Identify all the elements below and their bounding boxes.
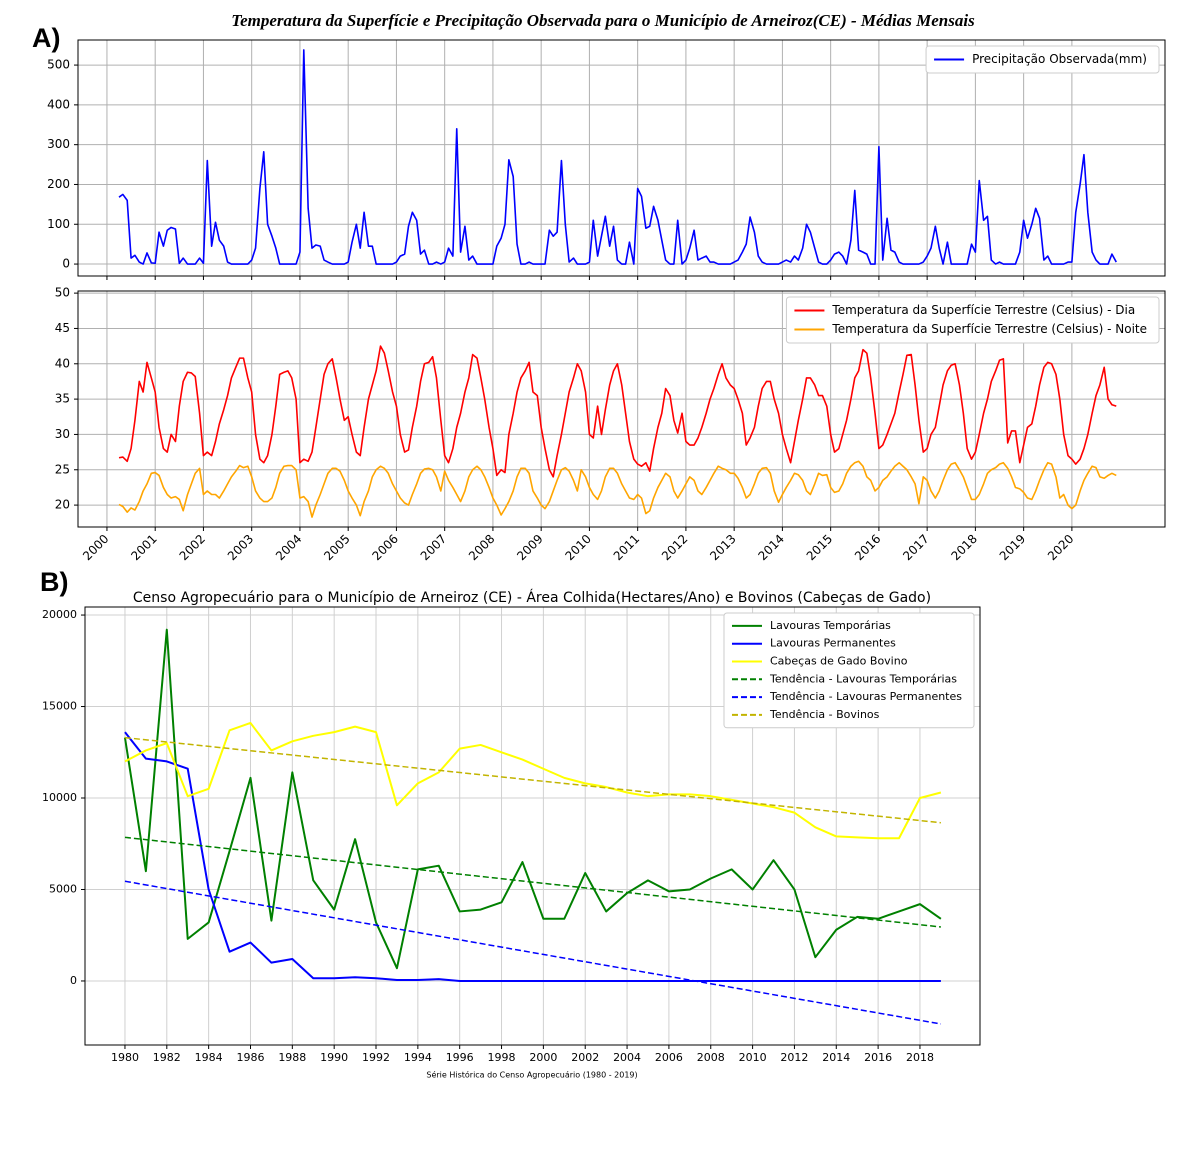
x-tick-label: 2012 — [780, 1051, 808, 1064]
x-tick-label: 1986 — [236, 1051, 264, 1064]
legend-label: Tendência - Bovinos — [769, 708, 880, 721]
series-line — [124, 731, 941, 982]
series-line — [118, 345, 1117, 478]
series-line — [124, 721, 942, 840]
plot-frame — [77, 290, 1166, 528]
series-line — [123, 628, 942, 970]
legend-label: Tendência - Lavouras Permanentes — [769, 690, 962, 703]
series-line — [124, 880, 942, 1025]
legend-label: Cabeças de Gado Bovino — [770, 655, 908, 668]
chart-title: Censo Agropecuário para o Município de A… — [133, 589, 931, 606]
x-tick-label: 2016 — [864, 1051, 892, 1064]
y-tick-label: 100 — [47, 217, 70, 231]
legend-label: Lavouras Temporárias — [770, 619, 891, 632]
x-axis-label: Série Histórica do Censo Agropecuário (1… — [426, 1070, 637, 1080]
y-tick-label: 20 — [55, 498, 70, 512]
legend-label: Temperatura da Superfície Terrestre (Cel… — [831, 303, 1135, 317]
y-tick-label: 45 — [55, 321, 70, 335]
legend: Precipitação Observada(mm) — [925, 45, 1160, 74]
plot-frame — [84, 606, 981, 1046]
y-tick-label: 50 — [55, 286, 70, 300]
x-tick-label: 1982 — [153, 1051, 181, 1064]
y-tick-label: 10000 — [42, 791, 77, 804]
y-tick-label: 30 — [55, 427, 70, 441]
y-tick-label: 200 — [47, 177, 70, 191]
x-tick-label: 1984 — [195, 1051, 223, 1064]
legend-box — [925, 45, 1160, 74]
x-tick-label: 1998 — [488, 1051, 516, 1064]
x-tick-label: 1994 — [404, 1051, 432, 1064]
x-tick-label: 1988 — [278, 1051, 306, 1064]
y-tick-label: 5000 — [49, 882, 77, 895]
x-tick-label: 2002 — [571, 1051, 599, 1064]
x-tick-label: 2014 — [822, 1051, 850, 1064]
x-tick-label: 2000 — [529, 1051, 557, 1064]
x-tick-label: 1992 — [362, 1051, 390, 1064]
legend-label: Tendência - Lavouras Temporárias — [769, 672, 957, 685]
y-tick-label: 0 — [62, 257, 70, 271]
legend-label: Precipitação Observada(mm) — [972, 52, 1147, 66]
x-tick-label: 2018 — [906, 1051, 934, 1064]
x-tick-label: 2008 — [697, 1051, 725, 1064]
legend-label: Lavouras Permanentes — [770, 637, 896, 650]
series-line — [124, 836, 941, 928]
y-tick-label: 35 — [55, 392, 70, 406]
panel-label: B) — [40, 567, 69, 597]
legend: Lavouras Temporárias Lavouras Permanentes… — [723, 612, 975, 729]
y-tick-label: 500 — [47, 58, 70, 72]
x-tick-label: 2010 — [739, 1051, 767, 1064]
x-tick-label: 1996 — [446, 1051, 474, 1064]
plot-frame — [77, 39, 1166, 277]
y-tick-label: 20000 — [42, 608, 77, 621]
y-tick-label: 25 — [55, 462, 70, 476]
y-tick-label: 0 — [70, 974, 77, 987]
y-tick-label: 300 — [47, 137, 70, 151]
legend-box — [785, 296, 1160, 344]
y-tick-label: 15000 — [42, 700, 77, 713]
legend-box — [723, 612, 975, 729]
x-tick-label: 1990 — [320, 1051, 348, 1064]
legend: Temperatura da Superfície Terrestre (Cel… — [785, 296, 1160, 344]
x-tick-label: 2004 — [613, 1051, 641, 1064]
x-tick-label: 2006 — [655, 1051, 683, 1064]
chart-title: Temperatura da Superfície e Precipitação… — [231, 11, 975, 30]
series-line — [118, 49, 1117, 265]
y-tick-label: 400 — [47, 97, 70, 111]
legend-label: Temperatura da Superfície Terrestre (Cel… — [831, 322, 1147, 336]
series-line — [124, 736, 941, 824]
y-tick-label: 40 — [55, 356, 70, 370]
panel-label: A) — [32, 23, 61, 53]
plot-area — [78, 40, 1165, 276]
x-tick-label: 1980 — [111, 1051, 139, 1064]
series-line — [118, 460, 1117, 518]
